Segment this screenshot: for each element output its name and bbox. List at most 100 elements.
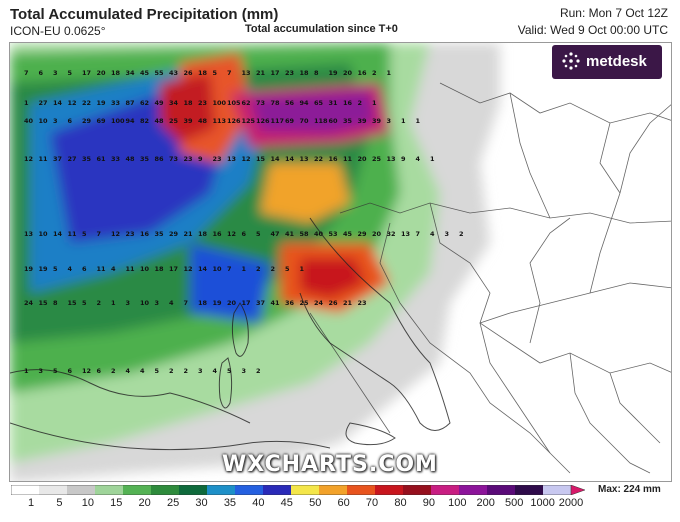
precip-value: 19 [24,265,34,273]
precip-value: 13 [227,155,236,163]
precip-value: 49 [155,99,165,107]
precip-value: 29 [358,230,368,238]
precip-value: 11 [343,155,353,163]
legend-swatch [431,485,460,495]
legend-tick-label: 10 [81,497,94,509]
precip-value: 5 [53,265,58,273]
precip-value: 14 [198,265,208,273]
legend-tick-label: 1000 [530,497,555,509]
precip-value: 47 [271,230,280,238]
precip-value: 14 [53,99,63,107]
precip-value: 25 [372,155,382,163]
precip-value: 55 [155,69,165,77]
precip-value: 4 [416,155,421,163]
legend-tick-label: 30 [195,497,208,509]
precip-value: 11 [39,155,49,163]
precip-value: 35 [155,230,165,238]
legend-swatch [375,485,404,495]
precip-value: 9 [198,155,203,163]
precip-value: 4 [140,367,145,375]
precip-value: 1 [300,265,305,273]
precip-value: 6 [39,69,44,77]
precip-value: 48 [126,155,136,163]
coastline [10,217,451,451]
precip-value: 9 [401,155,406,163]
legend-arrow-icon [571,485,585,495]
precip-value: 20 [372,230,382,238]
precip-value: 17 [169,265,178,273]
precip-value: 26 [184,69,194,77]
precip-value: 4 [111,265,116,273]
precip-value: 20 [227,299,237,307]
precip-value: 125 [242,117,256,125]
precip-value: 6 [242,230,247,238]
precip-value: 4 [213,367,218,375]
legend-swatch [39,485,68,495]
legend-swatch [123,485,152,495]
precip-value: 17 [242,299,251,307]
precip-value: 11 [97,265,107,273]
precip-value: 43 [169,69,178,77]
precip-value: 14 [271,155,281,163]
precip-value: 3 [53,69,58,77]
legend-swatch [543,485,571,495]
precip-value: 113 [213,117,227,125]
precip-value: 18 [198,299,208,307]
precip-value: 61 [97,155,107,163]
legend-swatch [319,485,348,495]
precip-value: 34 [169,99,179,107]
precip-value: 21 [256,69,266,77]
precip-value: 126 [256,117,270,125]
legend-swatch [151,485,180,495]
precip-value: 3 [126,299,131,307]
precip-value: 1 [242,265,247,273]
precip-value: 7 [416,230,421,238]
precip-value: 20 [343,69,353,77]
precip-value: 16 [358,69,368,77]
precip-value: 7 [227,69,232,77]
precip-value: 5 [256,230,261,238]
precip-value: 5 [82,230,87,238]
legend-tick-label: 2000 [558,497,584,509]
legend-swatch [403,485,432,495]
precip-value: 34 [126,69,136,77]
precip-value: 8 [314,69,319,77]
precip-value: 100 [213,99,227,107]
precip-value: 17 [82,69,91,77]
legend-tick-label: 1 [27,497,35,509]
precip-value: 4 [169,299,174,307]
precip-value: 12 [111,230,120,238]
precip-value: 2 [256,367,261,375]
precip-value: 31 [329,99,339,107]
precip-value: 23 [184,155,193,163]
precip-value: 10 [140,265,150,273]
precip-value: 3 [155,299,160,307]
precip-value: 23 [126,230,135,238]
precip-value: 21 [343,299,353,307]
precip-value: 17 [271,69,280,77]
precip-value: 5 [285,265,290,273]
precip-value: 27 [68,155,77,163]
precip-value: 14 [285,155,295,163]
legend-tick-label: 70 [365,497,379,509]
precip-value: 22 [314,155,323,163]
precip-value: 35 [140,155,150,163]
precip-value: 6 [97,367,102,375]
precip-value: 37 [53,155,62,163]
precip-value: 16 [140,230,150,238]
precip-field [10,43,500,481]
precip-value: 10 [140,299,150,307]
metdesk-badge[interactable]: metdesk [552,45,662,79]
precip-value: 6 [68,367,73,375]
precip-value: 6 [68,117,73,125]
precip-value: 1 [24,367,29,375]
precip-value: 2 [271,265,276,273]
legend-tick-label: 35 [223,497,237,509]
precip-value: 32 [387,230,396,238]
legend-tick-label: 15 [110,497,123,509]
precip-value: 10 [213,265,223,273]
precip-value: 3 [53,117,58,125]
precip-value: 36 [285,299,295,307]
precip-value: 41 [271,299,281,307]
precip-value: 15 [39,299,49,307]
